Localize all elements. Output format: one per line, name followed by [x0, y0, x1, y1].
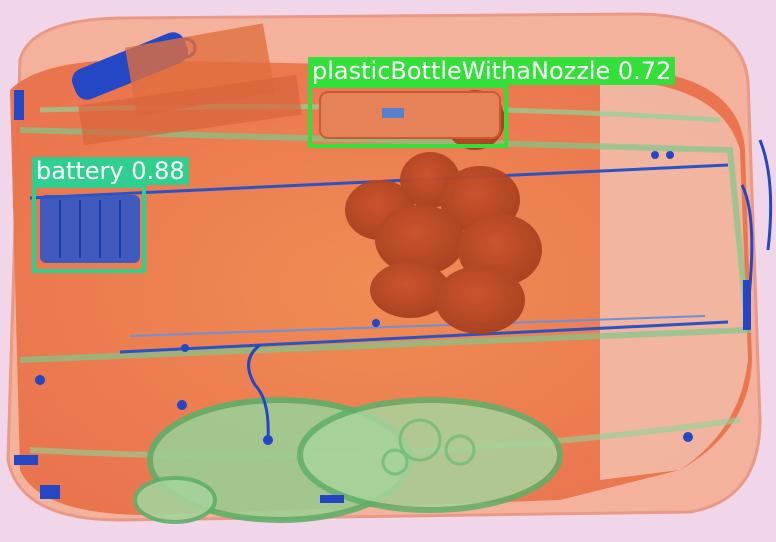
- detection-label-bottle: plasticBottleWithaNozzle 0.72: [308, 57, 676, 85]
- detection-label-battery: battery 0.88: [32, 157, 189, 185]
- detection-box-battery: [32, 184, 146, 273]
- detection-box-bottle: [308, 84, 508, 148]
